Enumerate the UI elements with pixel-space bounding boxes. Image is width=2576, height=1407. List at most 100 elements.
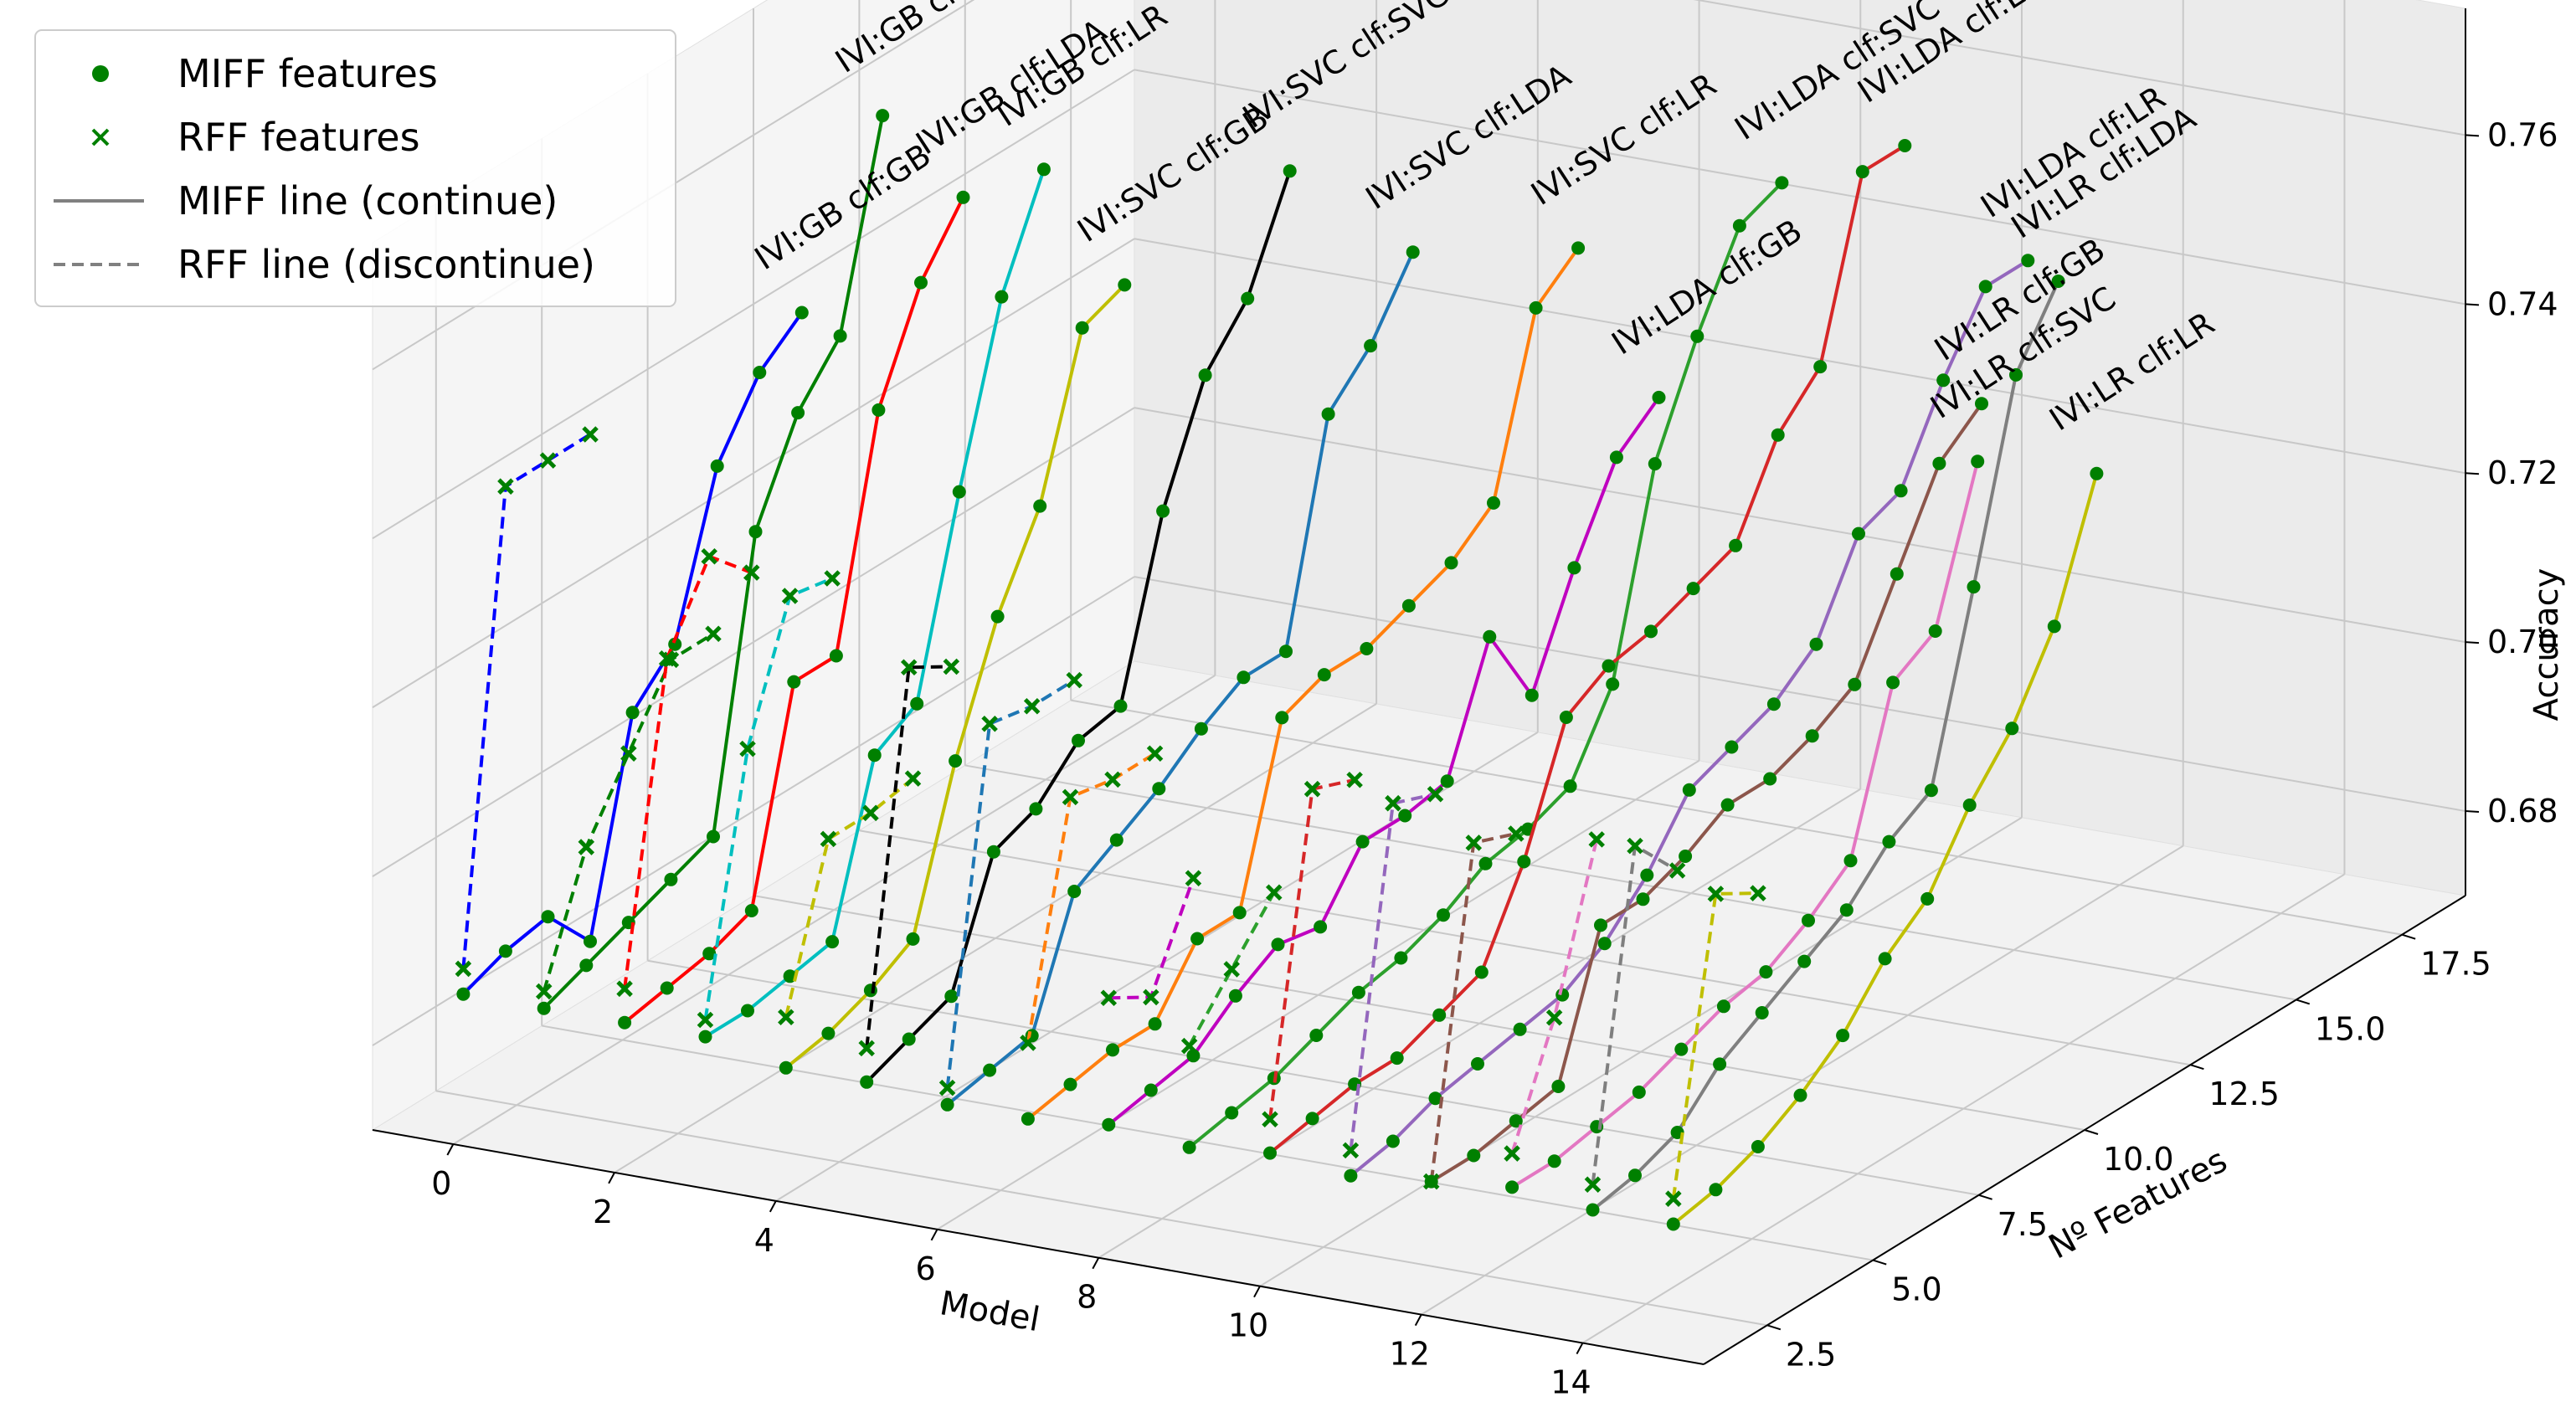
miff-point: [579, 958, 594, 973]
z-tick-mark: [2465, 641, 2480, 644]
grid-line: [1134, 238, 2466, 475]
miff-point: [1063, 1077, 1077, 1091]
miff-point: [1321, 407, 1335, 421]
miff-point: [1279, 644, 1293, 659]
miff-point: [748, 525, 763, 539]
miff-point: [1148, 1017, 1162, 1031]
legend-entry-rff-features: RFF features: [177, 115, 420, 160]
miff-point: [1652, 390, 1666, 404]
miff-point: [1144, 1083, 1158, 1097]
miff-point: [668, 637, 682, 651]
miff-point: [1283, 164, 1297, 178]
miff-point: [1075, 321, 1089, 335]
series-ivi-lda-clf-gb: [1100, 390, 1666, 1132]
miff-point: [1033, 499, 1047, 513]
miff-point: [983, 1063, 997, 1077]
miff-point: [1029, 802, 1043, 816]
miff-line: [1591, 280, 2060, 1212]
rff-point: [781, 588, 799, 604]
miff-point: [1509, 1114, 1523, 1128]
miff-point: [1628, 1168, 1642, 1183]
miff-point: [1894, 484, 1908, 498]
miff-point: [1836, 1029, 1850, 1043]
y-tick-label: 17.5: [2420, 946, 2491, 983]
miff-point: [660, 981, 674, 995]
rff-line: [784, 777, 914, 1018]
miff-line: [1026, 247, 1580, 1121]
axis-ticks: 0 2 4 6 8 10 12 14 2.5 5.0 7.5 10.0 12.5 15.0 17.5 0.68…: [372, 8, 2558, 1401]
miff-point: [949, 754, 963, 768]
miff-point: [1725, 740, 1739, 754]
rff-line: [945, 678, 1076, 1088]
miff-point: [1228, 988, 1242, 1003]
y-tick-mark: [2401, 933, 2416, 940]
rff-point: [1303, 780, 1321, 798]
miff-point: [1890, 567, 1904, 581]
rff-point: [1584, 1176, 1602, 1193]
miff-point: [1729, 538, 1743, 552]
miff-point: [2090, 466, 2104, 480]
miff-point: [794, 306, 809, 320]
miff-point: [944, 989, 959, 1004]
miff-point: [1072, 733, 1085, 747]
miff-point: [1478, 856, 1493, 870]
x-tick-mark: [930, 1229, 938, 1241]
rff-point: [1143, 988, 1159, 1006]
x-tick-label: 6: [915, 1250, 935, 1287]
miff-point: [833, 329, 847, 343]
rff-point: [1427, 785, 1444, 803]
legend-rff-marker: [91, 128, 110, 146]
x-tick-mark: [1576, 1343, 1584, 1355]
miff-point: [1437, 908, 1450, 922]
x-tick-label: 4: [754, 1222, 774, 1259]
miff-point: [1182, 1140, 1196, 1154]
miff-point: [1432, 1008, 1447, 1022]
miff-point: [906, 932, 920, 946]
miff-point: [698, 1030, 712, 1044]
miff-point: [1317, 668, 1331, 682]
miff-point: [1962, 798, 1977, 812]
rff-point: [1023, 697, 1041, 715]
grid-line: [372, 407, 1135, 877]
miff-point: [707, 829, 720, 844]
miff-point: [1843, 854, 1858, 868]
miff-point: [1152, 782, 1166, 796]
rff-point: [1665, 1190, 1682, 1207]
rff-point: [1262, 1111, 1278, 1128]
miff-point: [753, 366, 767, 379]
miff-point: [1102, 1117, 1116, 1132]
x-tick-mark: [608, 1172, 615, 1184]
series-ivi-lda-clf-lda: [1262, 139, 1912, 1160]
rff-point: [1223, 961, 1240, 978]
miff-point: [1809, 637, 1823, 651]
miff-point: [2021, 254, 2035, 268]
x-tick-mark: [1092, 1257, 1100, 1270]
grid-line: [1070, 699, 2403, 936]
miff-point: [1751, 1140, 1765, 1153]
rff-line: [865, 665, 952, 1049]
rff-point: [578, 839, 595, 855]
miff-point: [872, 403, 886, 417]
miff-point: [1156, 504, 1170, 518]
series-ivi-lr-clf-lda: [1584, 275, 2065, 1217]
miff-point: [1878, 952, 1892, 966]
miff-point: [1440, 774, 1454, 788]
miff-point: [1759, 965, 1773, 979]
miff-point: [1597, 937, 1612, 951]
miff-point: [1067, 885, 1082, 898]
z-tick-label: 0.76: [2487, 116, 2558, 153]
miff-point: [791, 406, 805, 420]
miff-point: [2009, 367, 2023, 382]
rff-point: [582, 426, 599, 443]
grid-line: [372, 69, 1135, 540]
miff-point: [876, 109, 890, 123]
miff-point: [2047, 619, 2061, 634]
miff-point: [1225, 1106, 1239, 1120]
series-ivi-svc-clf-lr: [1020, 241, 1586, 1126]
miff-point: [1428, 1091, 1442, 1106]
rff-point: [620, 745, 637, 762]
z-tick-mark: [2465, 472, 2480, 475]
miff-point: [1690, 329, 1704, 343]
miff-point: [1444, 556, 1458, 570]
miff-point: [1606, 677, 1620, 691]
